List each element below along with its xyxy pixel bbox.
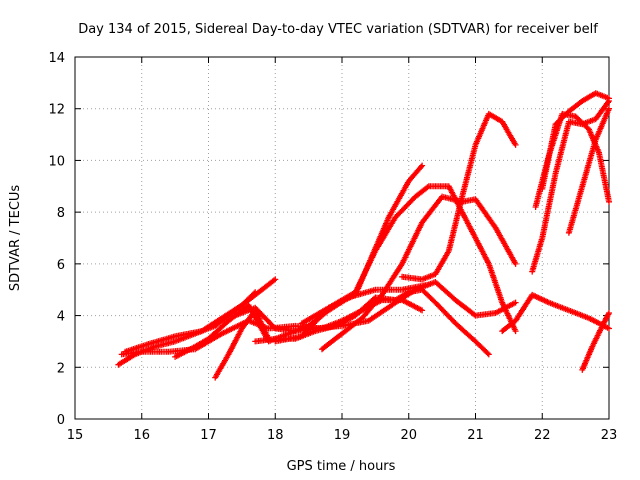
y-tick-labels: 0 2 4 6 8 10 12 14 [48, 51, 65, 428]
plus-markers [529, 98, 612, 275]
y-axis-label: SDTVAR / TECUs [8, 185, 23, 292]
x-tick-label: 22 [534, 428, 551, 443]
x-tick-label: 19 [334, 428, 351, 443]
series-arc-o [539, 90, 612, 192]
chart-title: Day 134 of 2015, Sidereal Day-to-day VTE… [78, 22, 598, 37]
series-arc-j [319, 193, 519, 353]
y-tick-label: 2 [57, 361, 65, 376]
plus-markers [539, 90, 612, 192]
plus-markers [212, 307, 272, 381]
x-tick-label: 16 [133, 428, 150, 443]
series-arc-c [122, 289, 259, 355]
plus-markers [319, 193, 519, 353]
plus-markers [298, 162, 426, 327]
series-arc-k [399, 110, 519, 283]
series-arc-i [298, 162, 426, 327]
x-tick-label: 15 [67, 428, 84, 443]
series-arc-m [529, 98, 612, 275]
x-tick-label: 21 [467, 428, 484, 443]
y-tick-label: 12 [48, 103, 65, 118]
y-tick-label: 8 [57, 206, 65, 221]
plus-markers [579, 310, 612, 373]
x-axis-label: GPS time / hours [287, 459, 396, 474]
y-tick-label: 6 [57, 258, 65, 273]
x-tick-label: 23 [601, 428, 618, 443]
x-tick-label: 18 [267, 428, 284, 443]
series-arc-l [499, 291, 612, 335]
series-arc-e [212, 307, 272, 381]
y-tick-label: 14 [48, 51, 65, 66]
series-arc-p [565, 105, 612, 236]
series-arc-q [579, 310, 612, 373]
y-tick-label: 4 [57, 310, 65, 325]
data-marks [115, 90, 612, 381]
x-tick-labels: 15 16 17 18 19 20 21 22 23 [67, 428, 618, 443]
x-tick-label: 17 [200, 428, 217, 443]
plus-markers [122, 289, 259, 355]
y-tick-label: 10 [48, 154, 65, 169]
plus-markers [399, 110, 519, 283]
plus-markers [499, 291, 612, 335]
plus-markers [565, 105, 612, 236]
x-tick-label: 20 [400, 428, 417, 443]
y-tick-label: 0 [57, 413, 65, 428]
